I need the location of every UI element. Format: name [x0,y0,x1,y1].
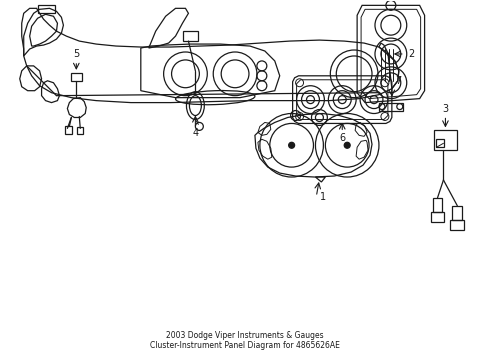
Bar [77,127,83,134]
Bar [429,212,444,222]
Bar [183,31,198,41]
Circle shape [344,142,349,148]
Bar [432,198,442,212]
Bar [451,206,461,220]
Bar [449,220,463,230]
Text: 1: 1 [320,192,326,202]
Text: 5: 5 [73,49,79,59]
Bar [435,139,444,147]
Text: 2: 2 [408,49,414,59]
Text: 2003 Dodge Viper Instruments & Gauges
Cluster-Instrument Panel Diagram for 48656: 2003 Dodge Viper Instruments & Gauges Cl… [149,331,339,350]
Text: 4: 4 [192,129,198,138]
Bar [378,103,402,111]
Bar [71,73,82,81]
Text: 6: 6 [339,133,345,143]
Circle shape [288,142,294,148]
Bar [65,126,72,134]
Bar [433,130,456,150]
Text: 7: 7 [395,76,401,86]
Bar [38,5,55,13]
Text: 3: 3 [442,104,447,113]
